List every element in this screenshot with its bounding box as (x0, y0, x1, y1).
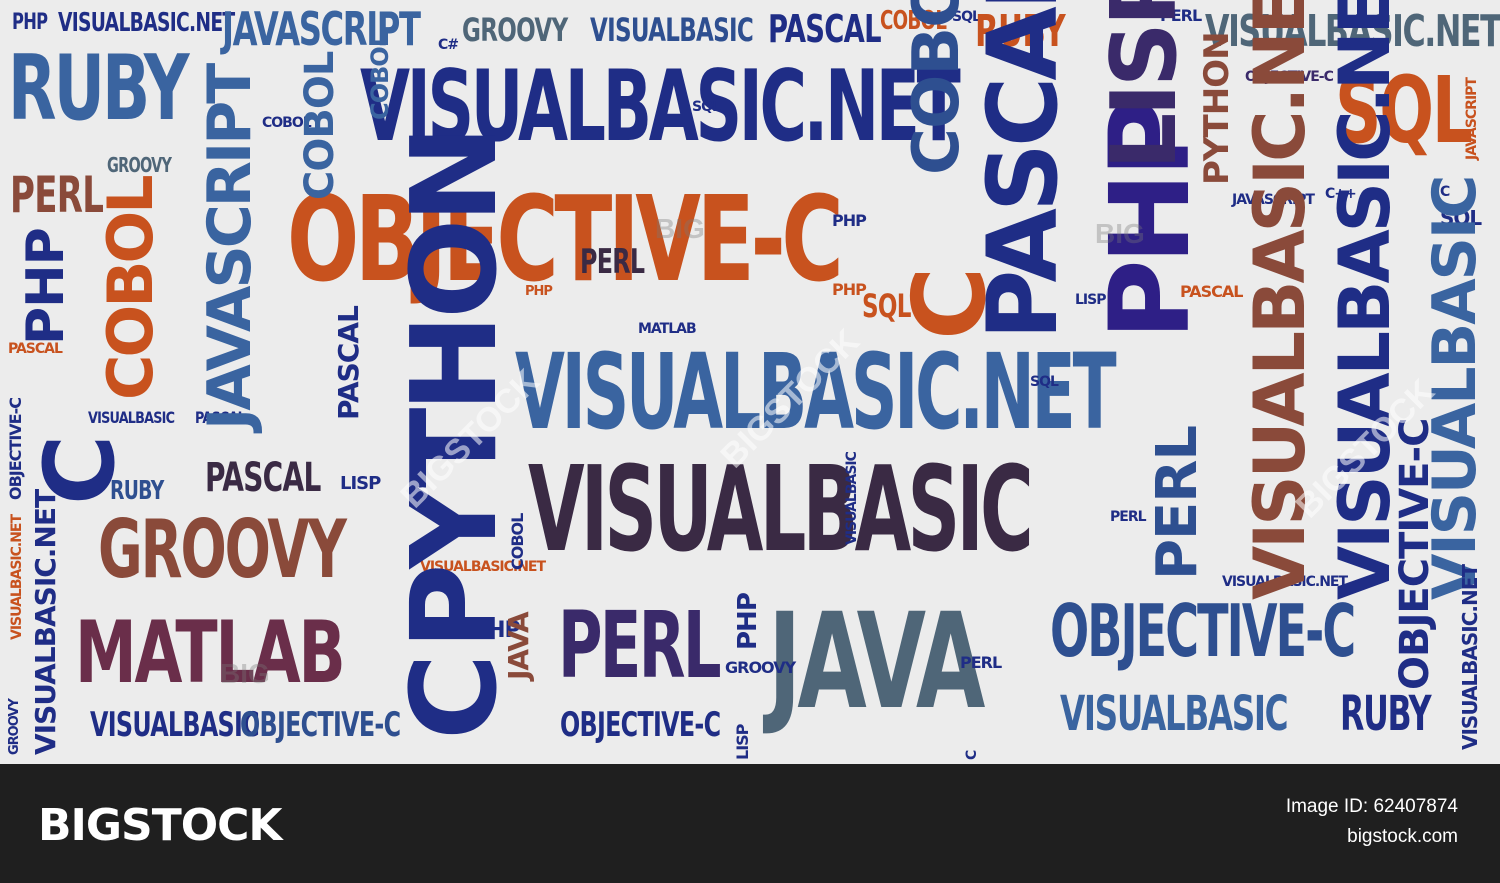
word-visualbasic-top: VISUALBASIC (590, 11, 754, 49)
word-visualbasic-net-top-right: VISUALBASIC.NET (1205, 6, 1500, 57)
word-java-vertical-small: JAVA (502, 612, 535, 680)
word-python-vertical-right: PYTHON (1197, 32, 1237, 185)
word-visualbasic-net-large: VISUALBASIC.NET (515, 331, 1117, 453)
word-visualbasic-large: VISUALBASIC (528, 440, 1034, 578)
word-sql-top: SQL (952, 9, 981, 25)
word-javascript-vertical: JAVASCRIPT (195, 65, 265, 430)
watermark-short: BIG (655, 213, 705, 244)
footer-bar: BIGSTOCK Image ID: 62407874 bigstock.com (0, 764, 1500, 883)
word-javascript-vertical-right: JAVASCRIPT (1464, 78, 1480, 160)
word-perl-mid: PERL (580, 242, 645, 282)
word-groovy-left: GROOVY (98, 503, 347, 596)
word-visualbasic-net-vertical-far-right: VISUALBASIC.NET (1458, 564, 1482, 750)
word-php-mid2: PHP (832, 280, 867, 299)
word-pascal-small-mid: PASCAL (195, 408, 246, 427)
word-cobol-small-top: COBOL (262, 115, 312, 131)
word-ruby-top: RUBY (975, 6, 1066, 57)
watermark-short: BIG (220, 658, 270, 689)
word-pascal-top: PASCAL (768, 7, 882, 51)
word-groovy-top: GROOVY (462, 11, 568, 49)
word-objective-c-bottom-left: OBJECTIVE-C (240, 705, 401, 745)
word-visualbasic-small-left: VISUALBASIC (88, 408, 175, 427)
word-visualbasic-bottom-right: VISUALBASIC (1060, 686, 1289, 742)
word-pascal-small-right: PASCAL (1180, 282, 1243, 301)
word-php-low: PHP (472, 618, 521, 643)
word-objective-c-right: OBJECTIVE-C (1050, 589, 1356, 673)
word-javascript-large: VISUALBASIC.NET (360, 50, 961, 164)
word-groovy-small: GROOVY (107, 153, 172, 177)
word-sql-small-right: SQL (1030, 374, 1059, 390)
word-cobol-vertical-top: COBOL (297, 51, 343, 200)
word-objective-c-large: OBJECTIVE-C (287, 170, 844, 308)
word-sql-small-far-right: SQL (1440, 206, 1482, 230)
word-visualbasic-vertical-mid: VISUALBASIC (844, 452, 860, 545)
word-visualbasic-net-top-left: VISUALBASIC.NET (58, 8, 235, 38)
word-objective-c-vertical-left: OBJECTIVE-C (6, 398, 25, 500)
word-cobol-vertical-top-left: COBOL (366, 32, 394, 120)
word-visualbasic-vertical-right: VISUALBASIC.NET (1324, 0, 1406, 600)
word-c-plus-plus-small: C++ (1325, 186, 1357, 202)
word-c-vertical-orange: C (891, 270, 1008, 340)
word-perl-large: PERL (558, 592, 722, 699)
word-lisp-small-mid: LISP (340, 473, 381, 494)
word-lisp-vertical-large: LISP (1092, 0, 1197, 170)
watermark-short: BIG (1095, 218, 1145, 249)
word-visualbasic-bottom-left: VISUALBASIC (90, 705, 260, 745)
word-sql-small-top: SQL (692, 99, 721, 115)
word-pascal-vertical-mid: PASCAL (332, 306, 365, 420)
word-perl-small-right: PERL (1110, 509, 1147, 525)
word-objective-c-bottom-mid: OBJECTIVE-C (560, 705, 721, 745)
word-visualbasic-net-vertical-left: VISUALBASIC.NET (29, 489, 62, 755)
word-java-large: JAVA (768, 585, 985, 739)
site-url: bigstock.com (1347, 826, 1458, 847)
word-perl-low-mid: PERL (960, 653, 1002, 672)
image-id-label: Image ID: 62407874 (1285, 796, 1458, 817)
word-php-top-left: PHP (12, 10, 48, 35)
word-c-vertical-python: C (385, 654, 523, 740)
word-visualbasic-net-small-right: VISUALBASIC.NET (1222, 574, 1348, 590)
word-pascal-mid-left: PASCAL (205, 455, 321, 501)
word-cloud-image: OBJECTIVE-C VISUALBASIC.NET VISUALBASIC.… (0, 0, 1500, 764)
word-cobol-top: COBOL (880, 6, 947, 36)
word-objective-c-vertical-right: OBJECTIVE-C (1392, 418, 1438, 690)
word-perl-left: PERL (10, 166, 104, 224)
word-perl-vertical-right: PERL (1145, 425, 1210, 580)
word-ruby-top-left: RUBY (8, 36, 189, 141)
word-c-sharp-small: C# (438, 37, 459, 53)
word-visualbasic-vertical-left-orange: VISUALBASIC.NET (9, 514, 25, 640)
word-visualbasic-net-small: VISUALBASIC.NET (420, 559, 546, 575)
word-matlab-left: MATLAB (75, 603, 346, 703)
word-cobol-vertical-bottom: C (964, 750, 980, 760)
word-c-small-far-right: C (1440, 184, 1450, 200)
word-lisp-vertical-bottom: LISP (733, 724, 752, 760)
word-groovy-visualbasic-vertical: GROOVY (7, 699, 22, 755)
word-php-small: PHP (525, 284, 553, 299)
word-matlab-mid: MATLAB (638, 321, 697, 337)
word-pascal-small-left: PASCAL (8, 341, 63, 357)
word-ruby-bottom-right: RUBY (1340, 686, 1432, 742)
word-ruby-small-left: RUBY (110, 476, 164, 506)
word-cobol-vertical-small: COBOL (508, 513, 527, 570)
bigstock-logo: BIGSTOCK (38, 800, 283, 851)
word-sql-mid: SQL (862, 287, 911, 325)
word-perl-top: PERL (1160, 6, 1202, 25)
word-objective-c-top-right: OBJECTIVE-C (1245, 69, 1334, 85)
word-cobol-vertical-left: COBOL (94, 177, 167, 400)
word-javascript-small-right: JAVASCRIPT (1232, 192, 1315, 208)
word-php-vertical-left: PHP (16, 228, 76, 345)
word-php-mid: PHP (832, 211, 867, 230)
word-php-vertical-small: PHP (733, 593, 763, 650)
word-sql-large-right: SQL (1335, 57, 1473, 164)
word-javascript-top: JAVASCRIPT (222, 2, 421, 56)
word-lisp-small-right: LISP (1075, 292, 1107, 308)
word-groovy-low: GROOVY (725, 658, 796, 677)
word-cobol-vertical-mid: COBOL (900, 0, 974, 175)
